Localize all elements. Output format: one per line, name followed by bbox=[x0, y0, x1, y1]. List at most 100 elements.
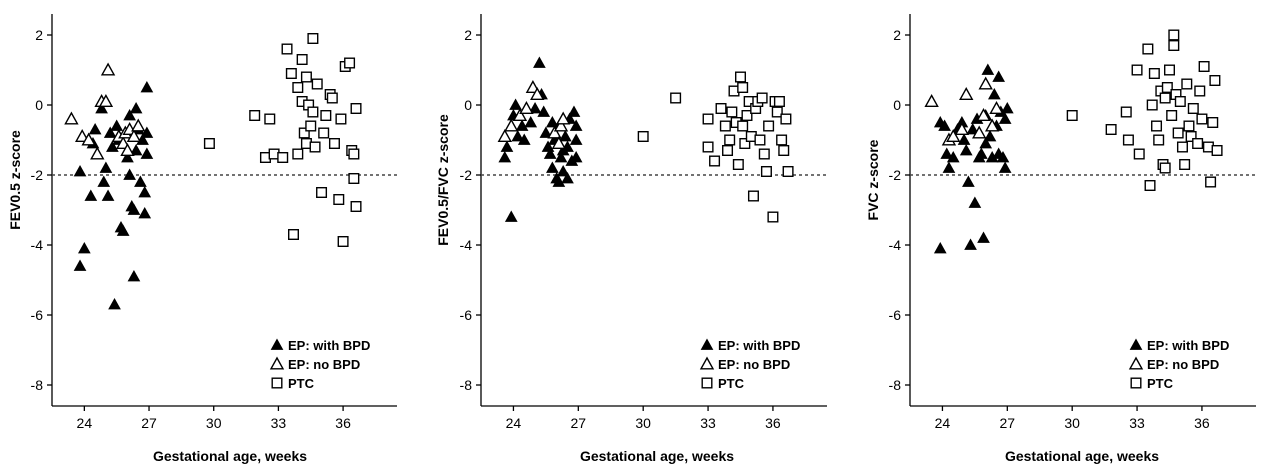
data-point bbox=[326, 92, 338, 104]
data-point bbox=[1211, 144, 1223, 156]
data-point bbox=[140, 80, 154, 93]
legend-label: EP: with BPD bbox=[288, 338, 370, 353]
data-point bbox=[129, 101, 143, 114]
legend: EP: with BPD EP: no BPD PTC bbox=[269, 338, 370, 391]
data-point bbox=[110, 119, 124, 131]
data-point bbox=[281, 43, 293, 55]
y-axis-title: FEV0.5 z-score bbox=[7, 130, 23, 230]
data-point bbox=[120, 143, 135, 157]
data-point bbox=[533, 56, 546, 68]
data-point bbox=[938, 119, 951, 131]
data-point bbox=[1151, 120, 1163, 132]
data-point bbox=[517, 133, 531, 145]
y-tick-label: -6 bbox=[31, 307, 44, 323]
data-point bbox=[773, 95, 785, 107]
x-tick-label: 30 bbox=[635, 415, 651, 431]
data-point bbox=[957, 133, 971, 145]
y-tick-label: -8 bbox=[460, 377, 473, 393]
data-point bbox=[1168, 40, 1180, 52]
data-point bbox=[737, 120, 749, 132]
data-point bbox=[551, 136, 567, 150]
data-point bbox=[946, 129, 961, 143]
legend-label: PTC bbox=[1147, 376, 1174, 391]
data-point bbox=[569, 119, 583, 131]
y-tick-label: 0 bbox=[35, 97, 43, 113]
data-point bbox=[1168, 29, 1180, 41]
data-point bbox=[1142, 43, 1154, 55]
legend: EP: with BPD EP: no BPD PTC bbox=[699, 338, 800, 391]
data-point bbox=[528, 101, 542, 114]
data-point bbox=[981, 63, 995, 75]
data-point bbox=[975, 147, 988, 159]
data-point bbox=[1176, 141, 1188, 153]
data-point bbox=[715, 102, 727, 114]
data-point bbox=[530, 87, 545, 101]
data-point bbox=[296, 54, 308, 66]
data-point bbox=[100, 62, 116, 76]
data-point bbox=[760, 165, 772, 177]
data-point bbox=[998, 112, 1012, 124]
data-point bbox=[996, 150, 1010, 163]
data-point bbox=[724, 134, 736, 146]
data-point bbox=[524, 115, 538, 128]
series-open-square bbox=[1066, 29, 1223, 191]
data-point bbox=[1161, 81, 1173, 93]
data-point bbox=[298, 127, 310, 139]
y-tick-label: -4 bbox=[460, 237, 473, 253]
data-point bbox=[1166, 109, 1178, 121]
data-point bbox=[569, 133, 583, 145]
legend-marker bbox=[699, 356, 715, 370]
data-point bbox=[940, 147, 954, 159]
data-point bbox=[984, 118, 1000, 132]
x-axis-title: Gestational age, weeks bbox=[1005, 448, 1159, 464]
data-point bbox=[1146, 99, 1158, 111]
legend-marker bbox=[1129, 338, 1143, 350]
data-point bbox=[138, 206, 152, 219]
data-point bbox=[1196, 113, 1208, 125]
data-point bbox=[515, 119, 529, 131]
data-point bbox=[1187, 102, 1199, 114]
chart-panel-1: 2 0 -2 -4 -6 -8 24 27 30 33 36 FEV0.5 z-score Gestat… bbox=[7, 14, 397, 464]
data-point bbox=[539, 126, 553, 138]
y-tick-label: 0 bbox=[464, 97, 472, 113]
data-point bbox=[140, 147, 154, 159]
data-point bbox=[933, 241, 947, 254]
data-point bbox=[702, 141, 714, 153]
data-point bbox=[64, 111, 79, 125]
data-point bbox=[1181, 78, 1193, 90]
x-tick-label: 24 bbox=[506, 415, 522, 431]
y-tick-label: -4 bbox=[31, 237, 44, 253]
data-point bbox=[776, 134, 788, 146]
data-point bbox=[670, 92, 682, 104]
data-point bbox=[1174, 95, 1186, 107]
data-point bbox=[946, 150, 960, 163]
x-tick-label: 30 bbox=[206, 415, 222, 431]
data-point bbox=[998, 161, 1012, 173]
data-point bbox=[543, 147, 557, 159]
data-point bbox=[127, 269, 141, 282]
data-point bbox=[123, 168, 136, 180]
data-point bbox=[979, 136, 993, 149]
data-point bbox=[780, 113, 792, 125]
data-point bbox=[498, 150, 512, 163]
data-point bbox=[99, 161, 113, 173]
data-point bbox=[328, 137, 340, 149]
data-point bbox=[726, 106, 738, 118]
series-open-triangle bbox=[64, 62, 146, 160]
data-point bbox=[758, 148, 770, 160]
data-point bbox=[556, 164, 570, 177]
data-point bbox=[722, 144, 734, 156]
y-tick-label: 2 bbox=[464, 27, 472, 43]
data-point bbox=[500, 140, 514, 152]
data-point bbox=[1205, 176, 1217, 188]
data-point bbox=[292, 148, 304, 160]
data-point bbox=[767, 211, 779, 223]
data-point bbox=[1192, 137, 1204, 149]
data-point bbox=[1159, 92, 1171, 104]
x-axis-title: Gestational age, weeks bbox=[580, 448, 734, 464]
y-tick-label: -6 bbox=[889, 307, 902, 323]
data-point bbox=[1163, 64, 1175, 76]
series-open-triangle bbox=[924, 76, 1004, 146]
data-point bbox=[305, 120, 317, 132]
data-point bbox=[344, 57, 356, 69]
